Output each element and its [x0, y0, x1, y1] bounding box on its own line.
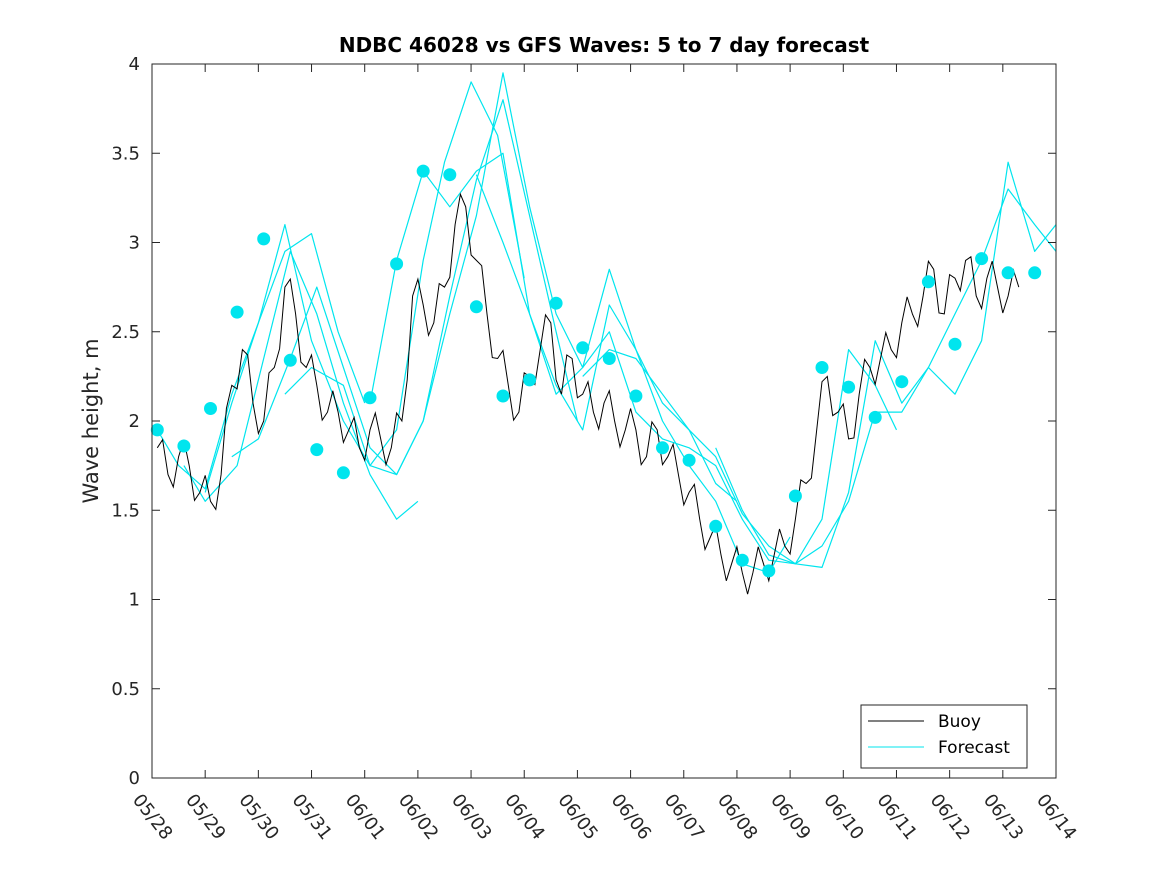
- plot-area: [152, 64, 1056, 778]
- forecast-marker: [416, 164, 430, 178]
- forecast-line: [475, 174, 898, 565]
- forecast-marker: [975, 252, 989, 266]
- forecast-marker: [390, 257, 404, 271]
- forecast-marker: [842, 380, 856, 394]
- forecast-marker: [363, 391, 377, 405]
- y-tick-label: 0.5: [111, 679, 140, 700]
- forecast-marker: [921, 275, 935, 289]
- forecast-marker: [523, 373, 537, 387]
- forecast-marker: [682, 453, 696, 467]
- y-axis-label: Wave height, m: [79, 338, 103, 503]
- forecast-marker: [257, 232, 271, 246]
- y-tick-label: 4: [129, 54, 140, 75]
- forecast-marker: [629, 389, 643, 403]
- forecast-line: [715, 161, 1057, 565]
- forecast-marker: [283, 353, 297, 367]
- y-tick-label: 2: [129, 411, 140, 432]
- forecast-marker: [336, 466, 350, 480]
- forecast-marker: [735, 553, 749, 567]
- forecast-marker: [549, 296, 563, 310]
- forecast-marker: [177, 439, 191, 453]
- forecast-line: [369, 152, 791, 574]
- y-tick-label: 3.5: [111, 143, 140, 164]
- y-tick-label: 3: [129, 233, 140, 254]
- chart-title: NDBC 46028 vs GFS Waves: 5 to 7 day fore…: [339, 33, 870, 57]
- legend: Buoy Forecast: [860, 704, 1028, 769]
- buoy-line: [156, 192, 1020, 595]
- forecast-marker: [1001, 266, 1015, 280]
- forecast-marker: [469, 300, 483, 314]
- forecast-marker: [895, 375, 909, 389]
- forecast-marker: [788, 489, 802, 503]
- legend-box: [860, 704, 1028, 769]
- forecast-marker: [656, 441, 669, 455]
- series-layer: [156, 72, 1057, 595]
- forecast-marker: [602, 352, 616, 365]
- forecast-marker: [204, 402, 217, 415]
- y-tick-label: 1.5: [111, 500, 140, 521]
- forecast-marker: [310, 443, 324, 457]
- forecast-marker: [150, 423, 164, 437]
- legend-forecast-label: Forecast: [938, 738, 1010, 758]
- forecast-marker: [1028, 266, 1042, 280]
- forecast-marker: [762, 564, 776, 578]
- marker-layer: [150, 164, 1042, 578]
- forecast-marker: [709, 519, 723, 533]
- forecast-marker: [576, 341, 590, 355]
- forecast-line: [284, 72, 738, 502]
- forecast-marker: [868, 410, 882, 424]
- y-tick-label: 2.5: [111, 322, 140, 343]
- forecast-marker: [948, 337, 962, 351]
- legend-buoy-label: Buoy: [938, 712, 981, 732]
- y-tick-label: 0: [129, 768, 140, 789]
- forecast-marker: [230, 305, 244, 319]
- forecast-marker: [443, 168, 457, 182]
- y-tick-label: 1: [129, 590, 140, 611]
- forecast-marker: [496, 389, 510, 403]
- forecast-line: [183, 250, 419, 520]
- forecast-marker: [815, 361, 829, 374]
